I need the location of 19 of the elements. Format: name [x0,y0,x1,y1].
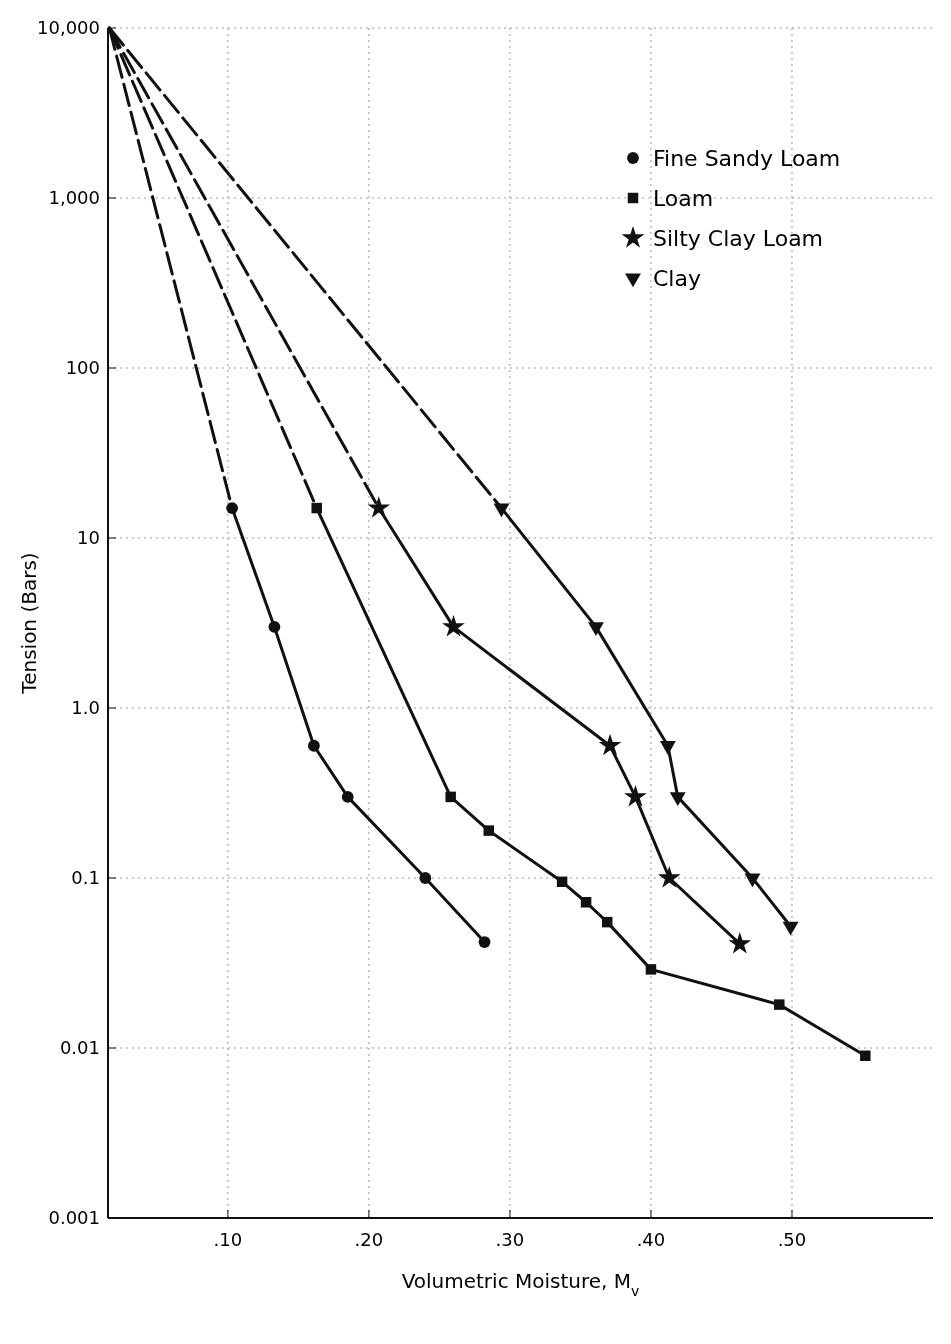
y-tick-label: 0.001 [48,1207,100,1229]
x-tick-label: .30 [495,1229,525,1250]
x-tick-label: .20 [354,1229,384,1250]
y-tick-label: 0.1 [71,867,100,889]
y-tick-label: 10 [77,527,100,549]
legend-label: Loam [653,185,714,211]
y-tick-label: 10,000 [37,17,100,39]
y-tick-label: 100 [65,357,100,379]
legend-label: Clay [653,265,701,291]
legend-label: Silty Clay Loam [653,225,824,251]
y-tick-label: 1.0 [71,697,100,719]
y-tick-label: 0.01 [59,1037,100,1059]
x-tick-label: .40 [636,1229,666,1250]
legend-label: Fine Sandy Loam [653,145,841,171]
x-tick-label: .10 [213,1229,243,1250]
y-tick-label: 1,000 [48,187,100,209]
x-axis-title: Volumetric Moisture, M$_{v}$ [401,1269,640,1299]
x-tick-label: .50 [777,1229,807,1250]
y-axis-title: Tension (Bars) [17,552,41,695]
